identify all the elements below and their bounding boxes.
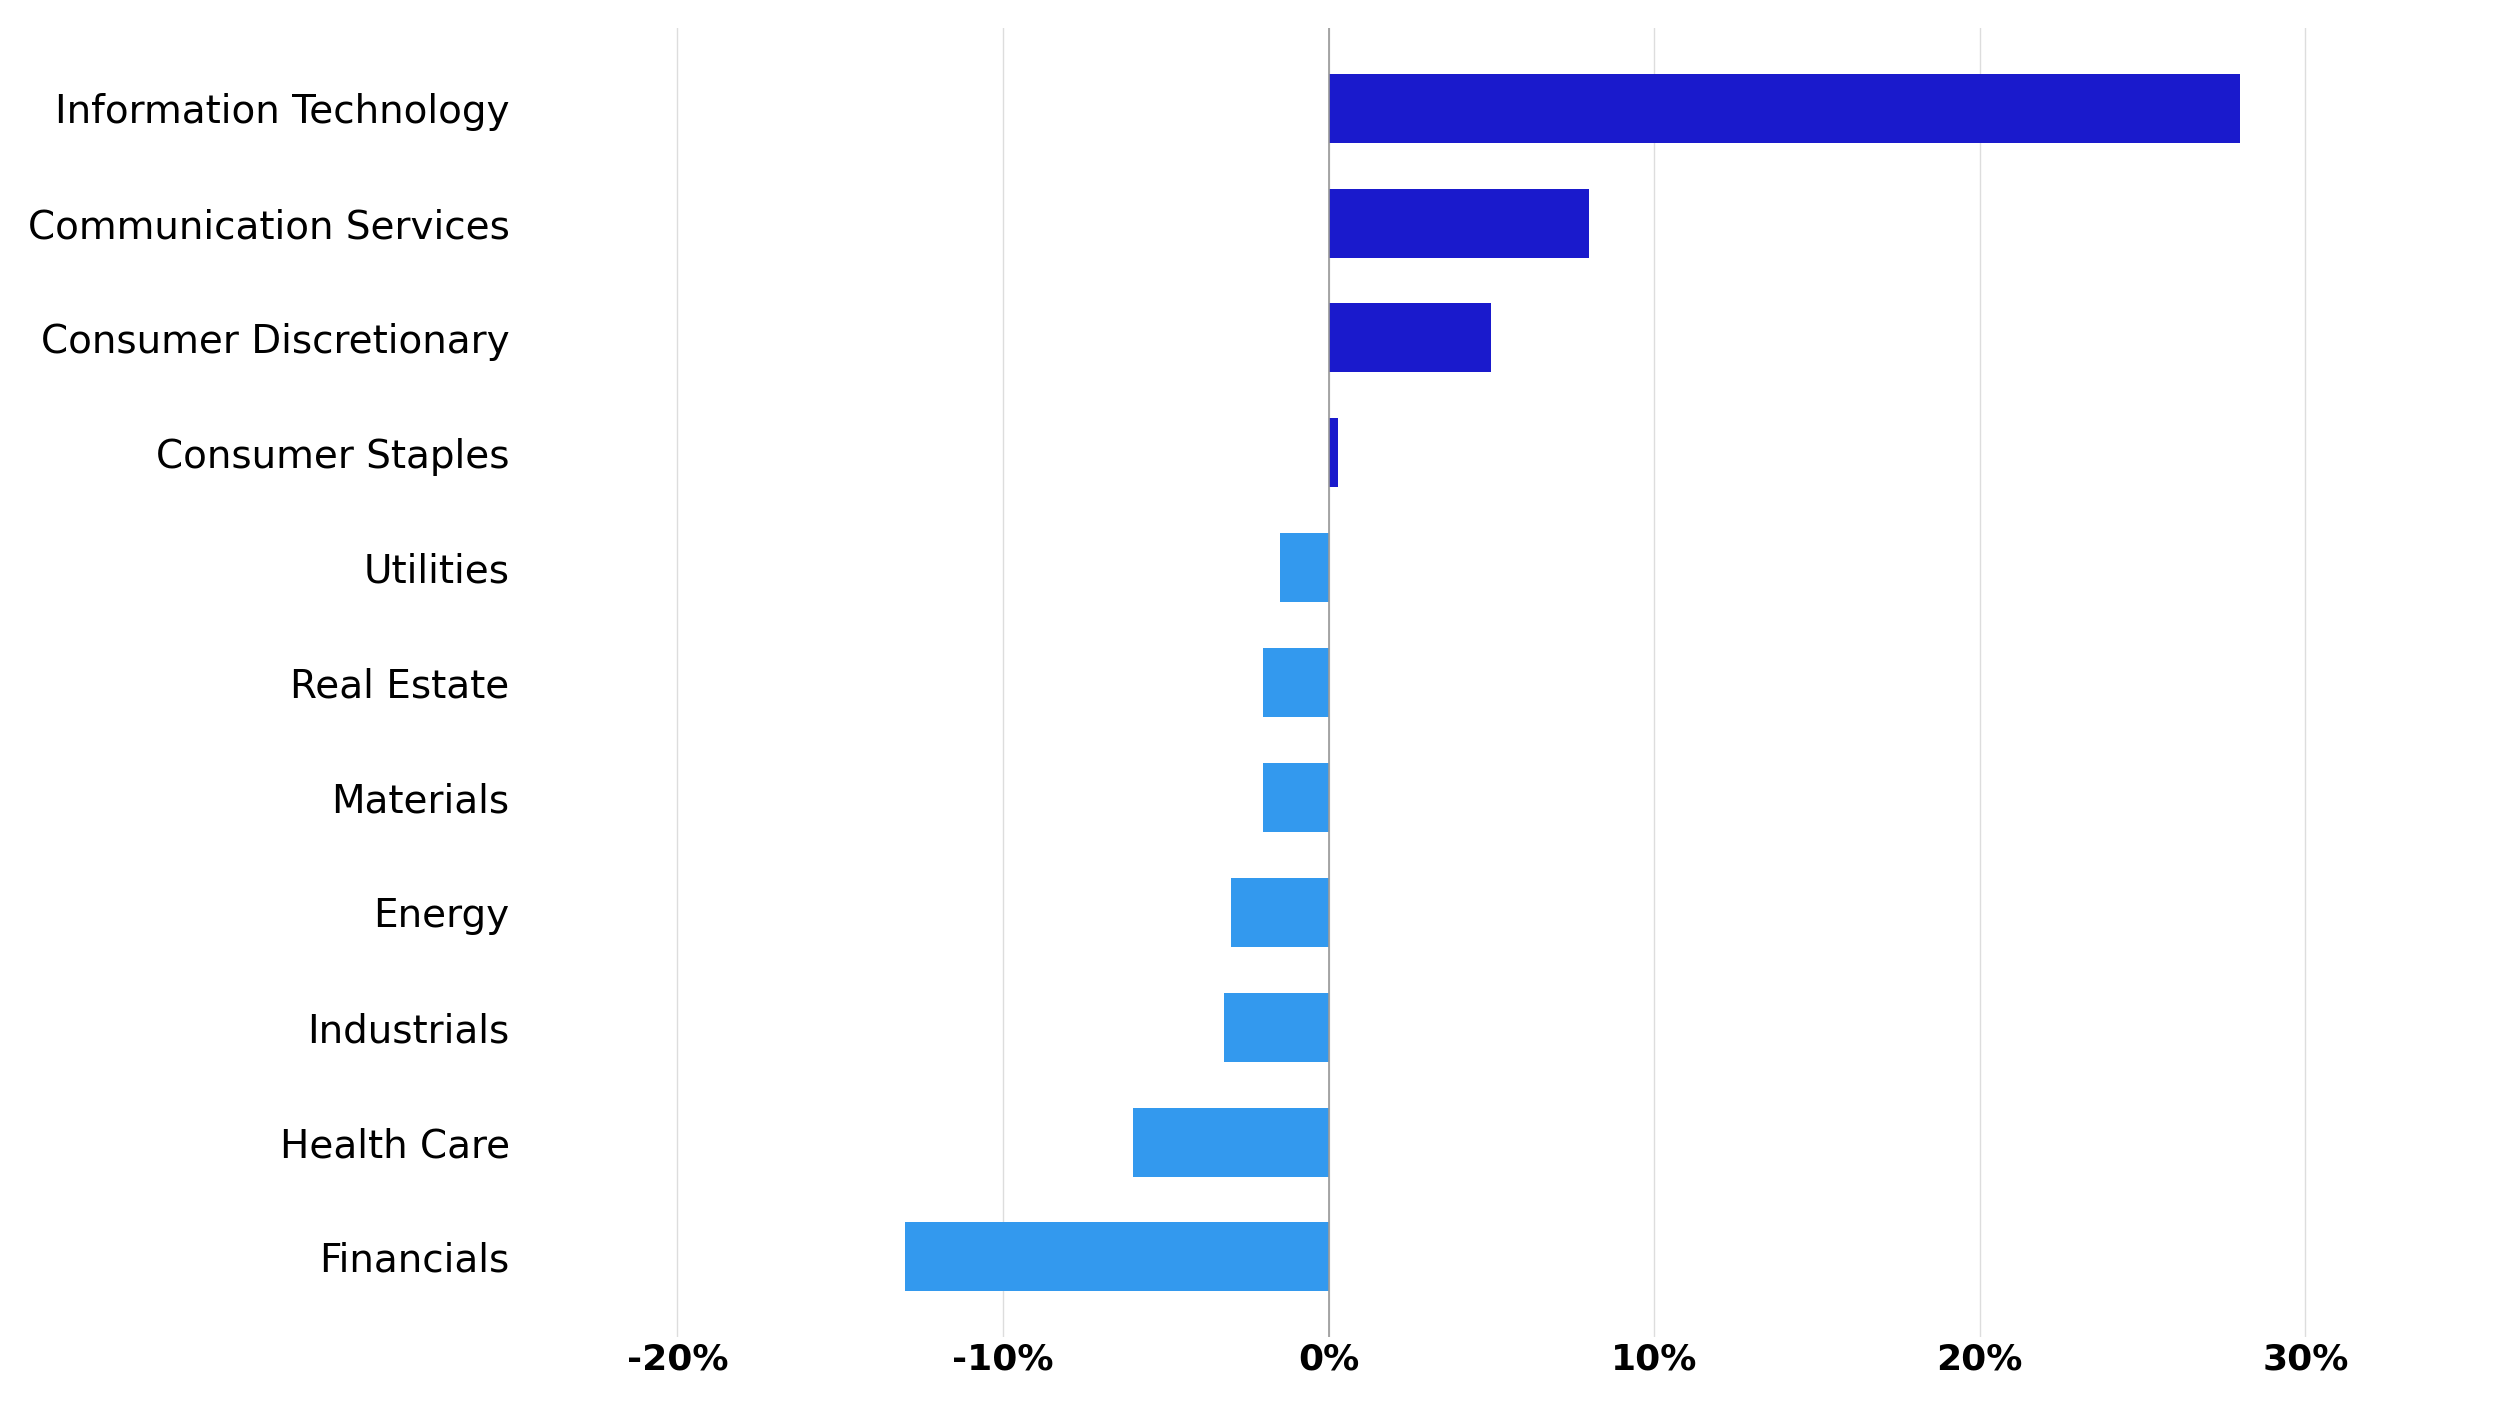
Bar <box>1263 649 1328 717</box>
Bar <box>1328 74 2241 143</box>
Bar <box>1328 303 1493 372</box>
Bar <box>1263 762 1328 833</box>
Bar <box>1133 1108 1328 1177</box>
Bar <box>1231 878 1328 946</box>
Bar <box>1226 993 1328 1061</box>
Bar <box>1280 534 1328 602</box>
Bar <box>906 1223 1328 1292</box>
Bar <box>1328 188 1590 257</box>
Bar <box>1328 418 1338 487</box>
